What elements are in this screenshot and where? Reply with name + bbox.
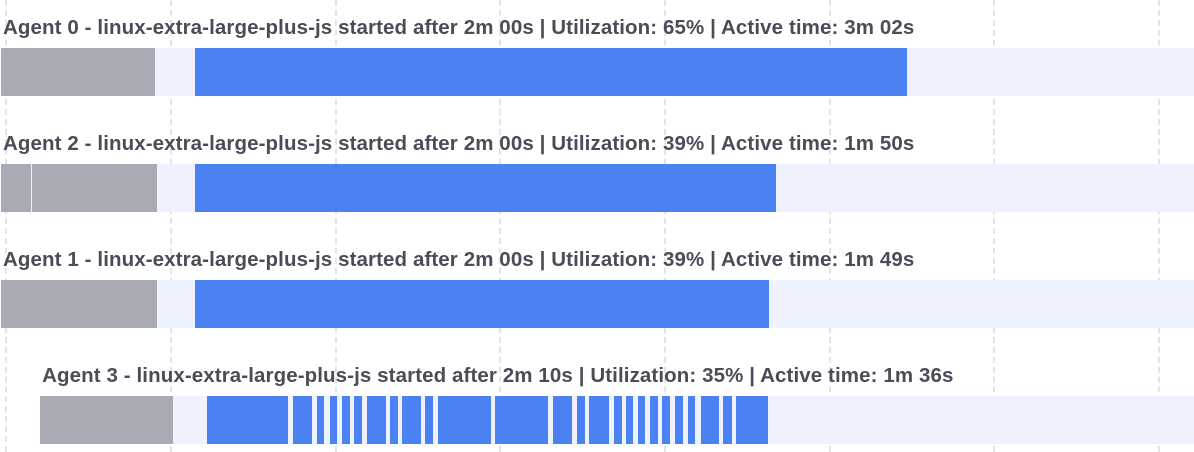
agent-label: Agent 3 - linux-extra-large-plus-js star… (42, 364, 953, 388)
active-segment[interactable] (366, 396, 386, 444)
agent-active-time: 1m 49s (844, 248, 915, 271)
agent-start-time: 2m 00s (463, 248, 534, 271)
active-segment[interactable] (675, 396, 684, 444)
agent-start-time: 2m 10s (502, 364, 573, 387)
label-separator: | Active time: (704, 248, 845, 271)
agent-label: Agent 2 - linux-extra-large-plus-js star… (3, 132, 914, 156)
active-segment[interactable] (330, 396, 337, 444)
gridline (5, 0, 7, 452)
active-segment[interactable] (637, 396, 645, 444)
agent-utilization: 65% (663, 16, 705, 39)
agent-machine: linux-extra-large-plus-js (136, 364, 372, 387)
agent-utilization: 39% (663, 248, 705, 271)
setup-segment[interactable] (1, 48, 156, 96)
active-segment[interactable] (577, 396, 586, 444)
label-separator: started after (332, 248, 464, 271)
active-segment[interactable] (390, 396, 399, 444)
agent-name: Agent 3 (42, 364, 118, 387)
label-separator: | Active time: (743, 364, 884, 387)
active-segment[interactable] (402, 396, 421, 444)
agent-timeline-track (1, 164, 1194, 212)
active-segment[interactable] (723, 396, 733, 444)
label-separator: | Utilization: (533, 16, 664, 39)
agent-timeline-track (40, 396, 1194, 444)
active-segment[interactable] (736, 396, 769, 444)
setup-segment[interactable] (40, 396, 174, 444)
label-separator: | Utilization: (533, 248, 664, 271)
setup-segment[interactable] (1, 280, 157, 328)
label-separator: | Utilization: (533, 132, 664, 155)
agent-active-time: 1m 36s (883, 364, 954, 387)
active-segment[interactable] (661, 396, 670, 444)
active-segment[interactable] (316, 396, 324, 444)
label-separator: - (117, 364, 137, 387)
active-segment[interactable] (194, 280, 769, 328)
active-segment[interactable] (701, 396, 719, 444)
agent-label: Agent 1 - linux-extra-large-plus-js star… (3, 248, 914, 272)
label-separator: | Active time: (704, 132, 845, 155)
label-separator: - (78, 248, 98, 271)
agent-machine: linux-extra-large-plus-js (97, 16, 333, 39)
active-segment[interactable] (341, 396, 351, 444)
agent-utilization: 39% (663, 132, 705, 155)
agent-name: Agent 1 (3, 248, 79, 271)
label-separator: started after (332, 16, 464, 39)
gridline (664, 0, 666, 452)
agent-machine: linux-extra-large-plus-js (97, 248, 333, 271)
gridline (993, 0, 995, 452)
gridline (829, 0, 831, 452)
active-segment[interactable] (293, 396, 312, 444)
label-separator: | Active time: (704, 16, 845, 39)
label-separator: started after (332, 132, 464, 155)
label-separator: - (78, 132, 98, 155)
agent-start-time: 2m 00s (463, 16, 534, 39)
active-segment[interactable] (626, 396, 634, 444)
active-segment[interactable] (207, 396, 288, 444)
setup-segment[interactable] (31, 164, 157, 212)
active-segment[interactable] (589, 396, 610, 444)
agent-machine: linux-extra-large-plus-js (97, 132, 333, 155)
active-segment[interactable] (437, 396, 491, 444)
label-separator: - (78, 16, 98, 39)
active-segment[interactable] (354, 396, 362, 444)
gridline (170, 0, 172, 452)
gridline (499, 0, 501, 452)
active-segment[interactable] (194, 164, 776, 212)
active-segment[interactable] (553, 396, 573, 444)
label-separator: started after (371, 364, 503, 387)
active-segment[interactable] (687, 396, 695, 444)
label-separator: | Utilization: (572, 364, 703, 387)
agent-label: Agent 0 - linux-extra-large-plus-js star… (3, 16, 914, 40)
agent-timeline-track (1, 48, 1194, 96)
active-segment[interactable] (650, 396, 659, 444)
agent-name: Agent 2 (3, 132, 79, 155)
agent-utilization: 35% (702, 364, 744, 387)
active-segment[interactable] (425, 396, 434, 444)
gridline (335, 0, 337, 452)
setup-segment[interactable] (1, 164, 31, 212)
agent-start-time: 2m 00s (463, 132, 534, 155)
active-segment[interactable] (614, 396, 622, 444)
active-segment[interactable] (194, 48, 907, 96)
agent-active-time: 1m 50s (844, 132, 915, 155)
active-segment[interactable] (494, 396, 548, 444)
agent-timeline-track (1, 280, 1194, 328)
gridline (1158, 0, 1160, 452)
agent-name: Agent 0 (3, 16, 79, 39)
agent-active-time: 3m 02s (844, 16, 915, 39)
